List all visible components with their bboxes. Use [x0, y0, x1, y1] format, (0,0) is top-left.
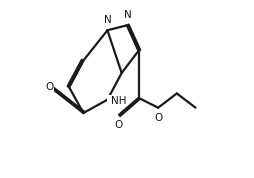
Text: O: O: [115, 120, 123, 130]
FancyBboxPatch shape: [45, 82, 54, 93]
FancyBboxPatch shape: [115, 120, 123, 130]
Text: O: O: [45, 82, 54, 92]
Text: O: O: [154, 113, 162, 123]
FancyBboxPatch shape: [154, 113, 163, 123]
Text: N: N: [104, 15, 112, 25]
Text: N: N: [124, 11, 132, 20]
Text: NH: NH: [111, 96, 127, 106]
FancyBboxPatch shape: [104, 15, 112, 26]
FancyBboxPatch shape: [124, 10, 132, 21]
FancyBboxPatch shape: [107, 95, 120, 106]
